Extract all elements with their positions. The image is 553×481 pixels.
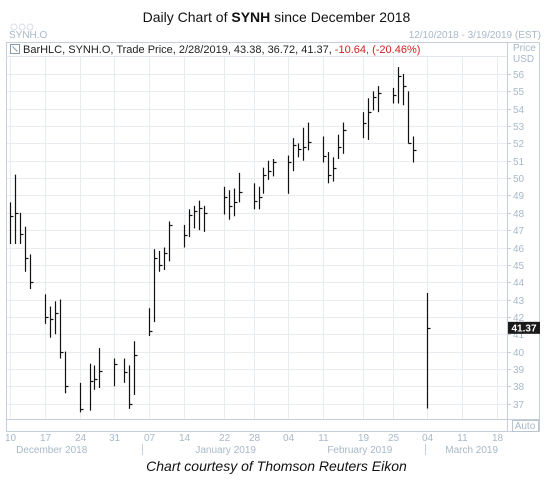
x-tick-label: 19 xyxy=(358,433,370,444)
month-label: January 2019 xyxy=(195,445,256,456)
grid xyxy=(7,57,507,419)
y-tick-label: 37 xyxy=(513,400,525,411)
x-tick-label: 24 xyxy=(75,433,87,444)
price-axis-title: Price xyxy=(513,43,536,54)
auto-scale-button-label[interactable]: Auto xyxy=(515,421,536,432)
x-tick-label: 04 xyxy=(283,433,295,444)
last-price-tag: 41.37 xyxy=(508,321,540,334)
last-price-box xyxy=(508,321,540,334)
legend-main-text: BarHLC, SYNH.O, Trade Price, 2/28/2019, … xyxy=(23,44,332,56)
x-tick-label: 28 xyxy=(249,433,261,444)
month-label: December 2018 xyxy=(16,445,88,456)
legend: BarHLC, SYNH.O, Trade Price, 2/28/2019, … xyxy=(10,44,420,56)
price-bars xyxy=(9,67,431,413)
time-axis: 10 17 24 31 07 14 22 28 04 11 19 25 04 11 18 December 2… xyxy=(5,433,504,456)
chart-credit: Chart courtesy of Thomson Reuters Eikon xyxy=(146,458,407,474)
x-tick-label: 31 xyxy=(109,433,121,444)
x-tick-label: 04 xyxy=(422,433,434,444)
y-tick-label: 56 xyxy=(513,70,525,81)
toolbar-icons xyxy=(10,23,34,31)
x-tick-label: 14 xyxy=(179,433,191,444)
y-tick-label: 48 xyxy=(513,209,525,220)
date-range-label: 12/10/2018 - 3/19/2019 (EST) xyxy=(409,30,541,41)
x-tick-label: 22 xyxy=(219,433,231,444)
price-axis-unit: USD xyxy=(513,54,534,65)
y-tick-label: 55 xyxy=(513,87,525,98)
y-tick-label: 45 xyxy=(513,261,525,272)
x-tick-label: 10 xyxy=(5,433,17,444)
y-tick-label: 47 xyxy=(513,226,525,237)
y-tick-label: 43 xyxy=(513,296,525,307)
y-tick-label: 44 xyxy=(513,278,525,289)
instrument-label: SYNH.O xyxy=(9,30,48,41)
zoom-icon[interactable] xyxy=(18,23,26,31)
last-price-value: 41.37 xyxy=(511,323,536,334)
auto-scale-button-box[interactable] xyxy=(512,420,539,432)
settings-icon[interactable] xyxy=(10,23,18,31)
month-label: March 2019 xyxy=(445,445,498,456)
x-tick-label: 07 xyxy=(144,433,156,444)
y-tick-label: 40 xyxy=(513,348,525,359)
chart-frame xyxy=(6,42,540,432)
legend-change-text: -10.64, (-20.46%) xyxy=(335,44,421,56)
y-tick-label: 41 xyxy=(513,330,525,341)
y-tick-label: 50 xyxy=(513,174,525,185)
y-tick-label: 42 xyxy=(513,313,525,324)
month-label: February 2019 xyxy=(327,445,392,456)
x-tick-label: 17 xyxy=(40,433,52,444)
chart-title: Daily Chart of SYNH since December 2018 xyxy=(142,9,411,25)
y-tick-label: 54 xyxy=(513,105,525,116)
price-axis: 37 38 39 40 41 42 43 44 45 46 47 48 49 50 51 52 53 54 55 56 xyxy=(507,70,525,411)
y-tick-label: 49 xyxy=(513,191,525,202)
y-tick-label: 52 xyxy=(513,139,525,150)
y-tick-label: 51 xyxy=(513,157,525,168)
y-tick-label: 39 xyxy=(513,365,525,376)
pan-icon[interactable] xyxy=(26,23,34,31)
x-tick-label: 25 xyxy=(388,433,400,444)
svg-text:BarHLC, SYNH.O, Trade Price, 2: BarHLC, SYNH.O, Trade Price, 2/28/2019, … xyxy=(23,44,420,56)
x-tick-label: 18 xyxy=(492,433,504,444)
y-tick-label: 38 xyxy=(513,382,525,393)
y-tick-label: 46 xyxy=(513,244,525,255)
x-tick-label: 11 xyxy=(457,433,468,444)
y-tick-label: 53 xyxy=(513,122,525,133)
legend-collapse-icon-mark xyxy=(12,46,18,52)
x-tick-label: 11 xyxy=(318,433,329,444)
auto-scale-button[interactable]: Auto xyxy=(512,420,539,433)
